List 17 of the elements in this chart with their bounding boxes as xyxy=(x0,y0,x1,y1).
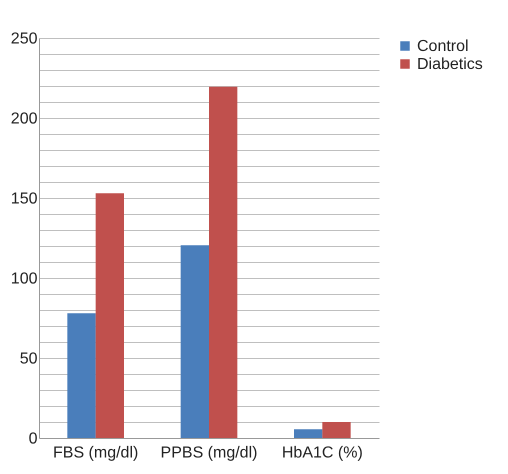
y-tick-label: 100 xyxy=(10,270,38,288)
y-tick-label: 150 xyxy=(10,190,38,208)
y-tick-label: 250 xyxy=(10,30,38,48)
bar xyxy=(322,422,351,438)
legend-label: Control xyxy=(417,38,469,55)
bar xyxy=(209,86,238,438)
bar xyxy=(67,313,96,438)
y-tick-label: 200 xyxy=(10,110,38,128)
x-tick-label: PPBS (mg/dl) xyxy=(160,444,258,462)
y-tick-label: 0 xyxy=(28,430,38,448)
bar xyxy=(294,429,322,438)
x-tick-label: FBS (mg/dl) xyxy=(52,444,138,462)
legend-label: Diabetics xyxy=(417,56,483,73)
y-tick-label: 50 xyxy=(20,350,38,368)
bar xyxy=(96,193,124,438)
bar xyxy=(180,245,209,438)
x-tick-label: HbA1C (%) xyxy=(282,444,363,462)
